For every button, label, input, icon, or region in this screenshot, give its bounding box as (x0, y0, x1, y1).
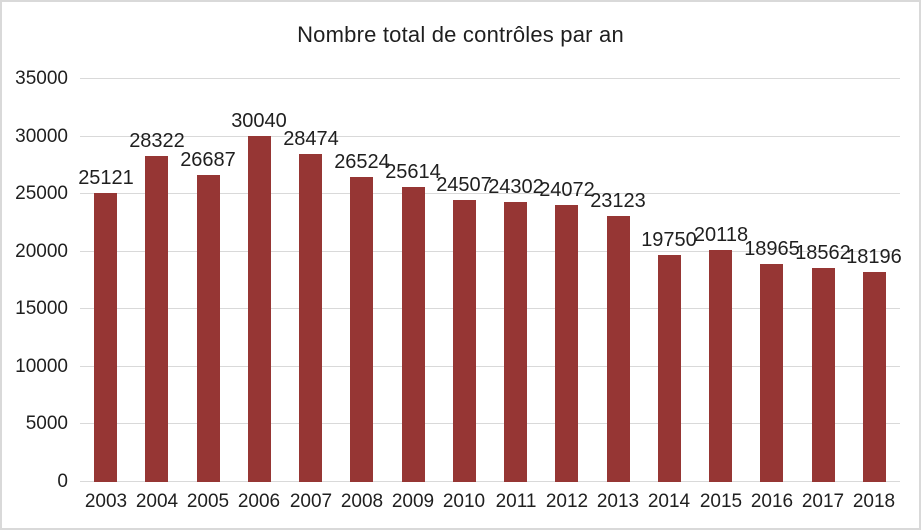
bar-2012 (555, 205, 578, 482)
bar-value-label: 18562 (795, 242, 851, 264)
bar-2006 (248, 136, 271, 482)
bar-2014 (658, 255, 681, 482)
x-tick-label: 2004 (135, 491, 179, 512)
bar-value-label: 28322 (129, 130, 185, 152)
x-tick-label: 2012 (545, 491, 589, 512)
bar-2005 (197, 175, 220, 482)
bar-value-label: 26687 (180, 149, 236, 171)
bar-value-label: 30040 (231, 110, 287, 132)
x-tick-label: 2014 (647, 491, 691, 512)
plot-area: 25121 28322 26687 30040 28474 26524 25614 24507… (78, 78, 902, 482)
gridline (80, 78, 900, 79)
bar-value-label: 18196 (846, 246, 902, 268)
y-tick-label: 5000 (25, 413, 68, 434)
x-tick-label: 2005 (186, 491, 230, 512)
bar-2010 (453, 200, 476, 482)
gridline (80, 136, 900, 137)
bar-value-label: 26524 (334, 151, 390, 173)
bar-2013 (607, 216, 630, 482)
bar-value-label: 19750 (641, 229, 697, 251)
x-tick-label: 2006 (237, 491, 281, 512)
bar-value-label: 24507 (436, 174, 492, 196)
y-tick-label: 35000 (15, 68, 68, 89)
bar-value-label: 25614 (385, 161, 441, 183)
y-tick-label: 10000 (15, 356, 68, 377)
x-tick-label: 2011 (495, 491, 537, 512)
bar-2015 (709, 250, 732, 482)
bar-value-label: 25121 (78, 167, 134, 189)
x-tick-label: 2007 (289, 491, 333, 512)
x-tick-label: 2008 (340, 491, 384, 512)
x-tick-label: 2010 (442, 491, 486, 512)
bar-value-label: 28474 (283, 128, 339, 150)
gridline (80, 308, 900, 309)
x-tick-label: 2016 (750, 491, 794, 512)
bar-2004 (145, 156, 168, 482)
gridline (80, 423, 900, 424)
bar-value-label: 23123 (590, 190, 646, 212)
bar-2003 (94, 193, 117, 482)
x-tick-label: 2017 (801, 491, 845, 512)
bar-2009 (402, 187, 425, 482)
x-tick-label: 2003 (84, 491, 128, 512)
y-tick-label: 30000 (15, 126, 68, 147)
y-tick-label: 25000 (15, 183, 68, 204)
bar-2016 (760, 264, 783, 482)
gridline (80, 366, 900, 367)
chart-title: Nombre total de contrôles par an (297, 22, 624, 47)
y-tick-label: 0 (57, 471, 68, 492)
bar-2011 (504, 202, 527, 482)
bar-2007 (299, 154, 322, 482)
y-tick-label: 15000 (15, 298, 68, 319)
x-tick-label: 2009 (391, 491, 435, 512)
x-tick-label: 2015 (699, 491, 743, 512)
bar-value-label: 24072 (539, 179, 595, 201)
bar-value-label: 20118 (693, 224, 749, 246)
bar-value-label: 18965 (744, 238, 800, 260)
x-tick-label: 2018 (852, 491, 896, 512)
gridline (80, 193, 900, 194)
bar-2018 (863, 272, 886, 482)
bar-2008 (350, 177, 373, 482)
bar-2017 (812, 268, 835, 482)
gridline (80, 251, 900, 252)
y-tick-label: 20000 (15, 241, 68, 262)
x-tick-label: 2013 (596, 491, 640, 512)
x-axis-line (80, 481, 900, 482)
bar-value-label: 24302 (488, 176, 544, 198)
